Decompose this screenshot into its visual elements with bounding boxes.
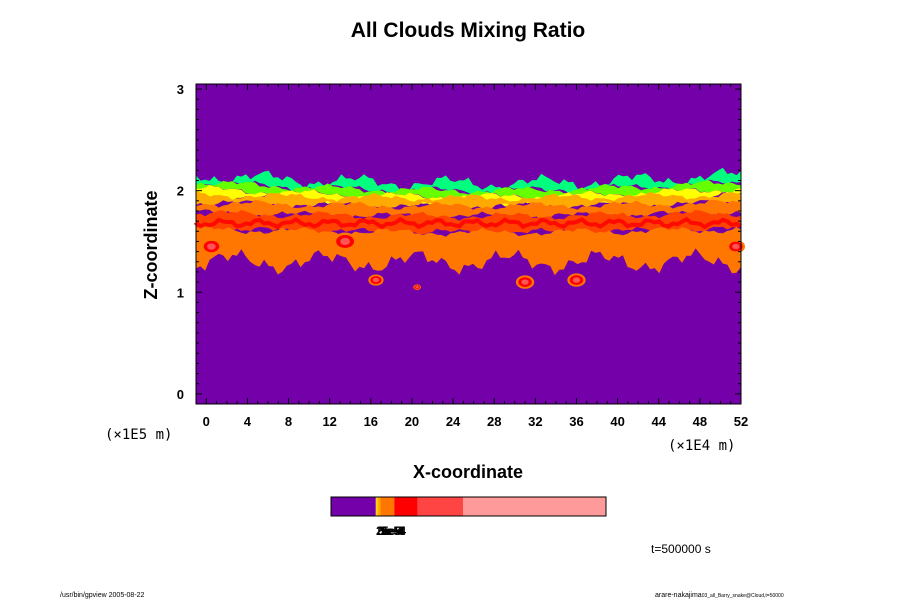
- footer-right: arare-nakajima03_all_Barry_snake@Cloud,t…: [655, 592, 784, 599]
- x-tick-label: 4: [244, 414, 252, 429]
- x-tick-label: 28: [487, 414, 501, 429]
- x-axis-label: X-coordinate: [413, 462, 523, 482]
- cloud-blob-center: [340, 237, 350, 246]
- axis-ticks: [196, 84, 742, 404]
- y-tick-label: 2: [177, 184, 184, 199]
- x-tick-label: 0: [203, 414, 210, 429]
- cloud-band: [196, 167, 741, 195]
- colorbar-label: 1e-4: [379, 524, 403, 538]
- footer-right-main: arare-nakajima: [655, 592, 702, 599]
- colorbar-segment: [375, 497, 378, 516]
- cloud-blob-center: [732, 243, 740, 250]
- colorbar-segment: [380, 497, 395, 516]
- x-tick-label: 32: [528, 414, 542, 429]
- colorbar-label: 2e-4: [380, 524, 404, 538]
- y-axis-label: Z-coordinate: [141, 190, 161, 299]
- cloud-band: [196, 180, 741, 200]
- x-tick-label: 52: [734, 414, 748, 429]
- plot-frame: [195, 83, 742, 405]
- x-tick-label: 20: [405, 414, 419, 429]
- colorbar-segment: [377, 497, 381, 516]
- cloud-blob-center: [521, 279, 529, 285]
- y-tick-label: 1: [177, 285, 184, 300]
- cloud-band: [196, 190, 741, 211]
- x-tick-label: 16: [364, 414, 378, 429]
- y-tick-labels: 0 1 2 3: [177, 82, 184, 402]
- cloud-layer: [194, 167, 746, 290]
- y-tick-label: 0: [177, 387, 184, 402]
- cloud-blob-center: [207, 243, 216, 250]
- colorbar-label: 5e-4: [382, 524, 406, 538]
- colorbar-segment: [417, 497, 463, 516]
- colorbar-frame: [330, 496, 607, 517]
- x-tick-label: 12: [322, 414, 336, 429]
- chart-title: All Clouds Mixing Ratio: [351, 19, 586, 42]
- x-tick-label: 24: [446, 414, 461, 429]
- colorbar-label: 5e-5: [377, 524, 401, 538]
- x-tick-labels: 0 4 8 12 16 20 24 28 32 36 40 44 48 52: [203, 414, 749, 429]
- colorbar-label: 2e-5: [376, 524, 400, 538]
- cloud-band: [196, 225, 741, 276]
- cloud-blob-center: [572, 277, 581, 283]
- x-tick-label: 48: [693, 414, 707, 429]
- colorbar-segment: [463, 497, 606, 516]
- colorbar: [330, 496, 607, 517]
- x-tick-label: 44: [652, 414, 667, 429]
- x-tick-label: 40: [610, 414, 624, 429]
- footer-right-sub: 03_all_Barry_snake@Cloud,t=50000: [702, 593, 784, 599]
- cloud-blob-center: [415, 286, 419, 289]
- colorbar-labels: 2e-55e-51e-42e-45e-4: [376, 524, 406, 538]
- x-unit-label: (×1E4 m): [668, 438, 735, 454]
- y-tick-label: 3: [177, 82, 184, 97]
- cloud-streak: [194, 216, 742, 230]
- footer-left: /usr/bin/gpview 2005-08-22: [60, 592, 145, 599]
- colorbar-segment: [331, 497, 376, 516]
- plot-area: [194, 83, 746, 405]
- x-tick-label: 8: [285, 414, 292, 429]
- y-unit-label: (×1E5 m): [105, 427, 172, 443]
- colorbar-segment: [394, 497, 418, 516]
- x-tick-label: 36: [569, 414, 583, 429]
- cloud-blob-center: [372, 277, 380, 283]
- time-annotation: t=500000 s: [651, 542, 711, 556]
